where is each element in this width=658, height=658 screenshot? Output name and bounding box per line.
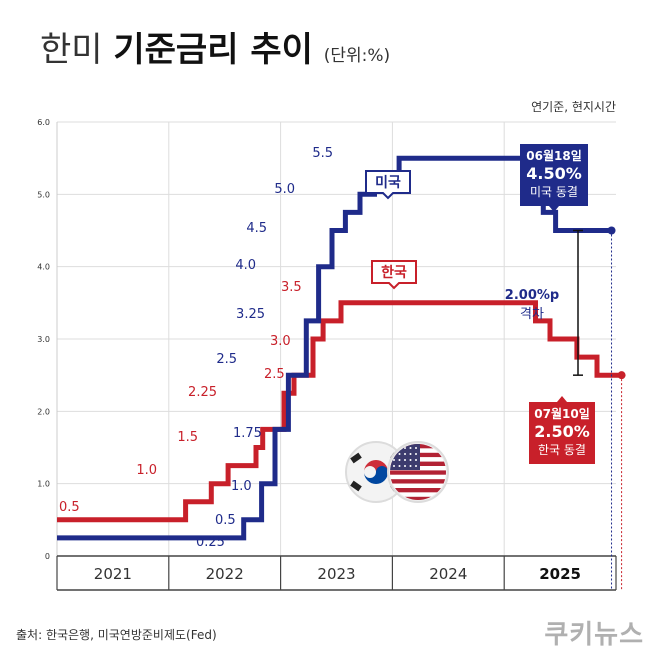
us-rate-line <box>57 155 612 541</box>
y-tick-label: 0 <box>45 552 50 561</box>
x-tick-label: 2025 <box>539 565 581 583</box>
korea-value-label: 1.0 <box>136 463 157 478</box>
us-callout-rate: 4.50% <box>526 164 582 183</box>
us-value-label: 1.75 <box>233 426 262 441</box>
source-note: 출처: 한국은행, 미국연방준비제도(Fed) <box>16 628 217 642</box>
usa-star <box>398 459 401 461</box>
trigram <box>350 480 362 492</box>
y-tick-label: 3.0 <box>37 335 50 344</box>
title-unit: (단위:%) <box>323 46 391 66</box>
usa-star <box>409 459 412 461</box>
trigram <box>350 452 362 464</box>
x-tick-label: 2024 <box>429 565 467 583</box>
usa-stripe <box>390 470 446 475</box>
korea-value-label: 2.5 <box>264 367 285 382</box>
korea-value-label: 3.5 <box>281 280 302 295</box>
korea-callout-rate: 2.50% <box>534 422 590 441</box>
us-callout-status: 미국 동결 <box>530 185 578 199</box>
x-tick-label: 2022 <box>206 565 244 583</box>
us-value-label: 0.25 <box>196 535 225 550</box>
brand-logo: 쿠키뉴스 <box>544 620 644 650</box>
korea-series-tag-text: 한국 <box>381 265 407 281</box>
y-tick-label: 4.0 <box>37 263 50 272</box>
x-tick-label: 2021 <box>94 565 132 583</box>
gap-value: 2.00%p <box>505 288 559 303</box>
us-value-label: 3.25 <box>236 307 265 322</box>
us-value-label: 0.5 <box>215 513 236 528</box>
usa-star <box>415 459 417 461</box>
usa-stripe <box>390 488 446 493</box>
usa-flag-stripes <box>390 444 446 500</box>
usa-stripe <box>390 474 446 480</box>
usa-star <box>415 465 417 467</box>
usa-star <box>393 465 395 467</box>
title-main: 기준금리 추이 <box>113 30 313 70</box>
usa-star <box>415 453 417 455</box>
usa-stripe <box>390 479 446 484</box>
usa-star <box>409 465 412 467</box>
us-value-label: 4.5 <box>246 221 267 236</box>
korea-endpoint <box>617 371 626 380</box>
usa-star <box>409 447 412 449</box>
us-value-label: 5.5 <box>312 146 333 161</box>
us-series-tag-shape <box>365 170 411 200</box>
korea-callout-date: 07월10일 <box>534 406 589 421</box>
korea-callout-status: 한국 동결 <box>538 443 586 457</box>
us-endpoint <box>607 226 616 235</box>
usa-stripe <box>390 492 446 497</box>
usa-star <box>404 459 406 461</box>
y-tick-label: 1.0 <box>37 480 50 489</box>
usa-star <box>393 459 395 461</box>
usa-star <box>409 453 412 455</box>
korea-series-tag: 한국 <box>371 260 417 290</box>
usa-star <box>404 453 406 455</box>
y-tick-label: 5.0 <box>37 190 50 199</box>
us-series-tag: 미국 <box>365 170 411 200</box>
korea-value-label: 2.25 <box>188 385 217 400</box>
korea-value-label: 0.5 <box>59 500 80 515</box>
us-value-label: 4.0 <box>235 258 256 273</box>
us-series-tag-text: 미국 <box>375 175 401 191</box>
usa-star <box>398 453 401 455</box>
usa-star <box>404 465 406 467</box>
usa-flag-icon <box>387 441 449 503</box>
us-value-label: 5.0 <box>274 182 295 197</box>
us-value-label: 1.0 <box>231 479 252 494</box>
y-tick-label: 2.0 <box>37 407 50 416</box>
y-tick-label: 6.0 <box>37 118 50 127</box>
page-title: 한미 기준금리 추이 (단위:%) <box>40 22 390 71</box>
taeguk-blue <box>364 466 388 484</box>
korea-callout-box <box>529 396 595 464</box>
usa-star <box>404 447 406 449</box>
us-value-label: 2.5 <box>216 352 237 367</box>
gap-label: 격차 <box>520 307 544 322</box>
usa-stripe <box>390 496 446 500</box>
x-tick-label: 2023 <box>317 565 355 583</box>
usa-star <box>398 465 401 467</box>
us-callout-date: 06월18일 <box>526 148 581 163</box>
korea-value-label: 1.5 <box>177 430 198 445</box>
korea-value-label: 3.0 <box>270 334 291 349</box>
korea-series-tag-shape <box>371 260 417 290</box>
usa-star <box>415 447 417 449</box>
usa-stripe <box>390 483 446 488</box>
us-callout-box <box>520 144 588 212</box>
time-basis-note: 연기준, 현지시간 <box>531 100 616 114</box>
title-countries: 한미 <box>40 30 103 70</box>
